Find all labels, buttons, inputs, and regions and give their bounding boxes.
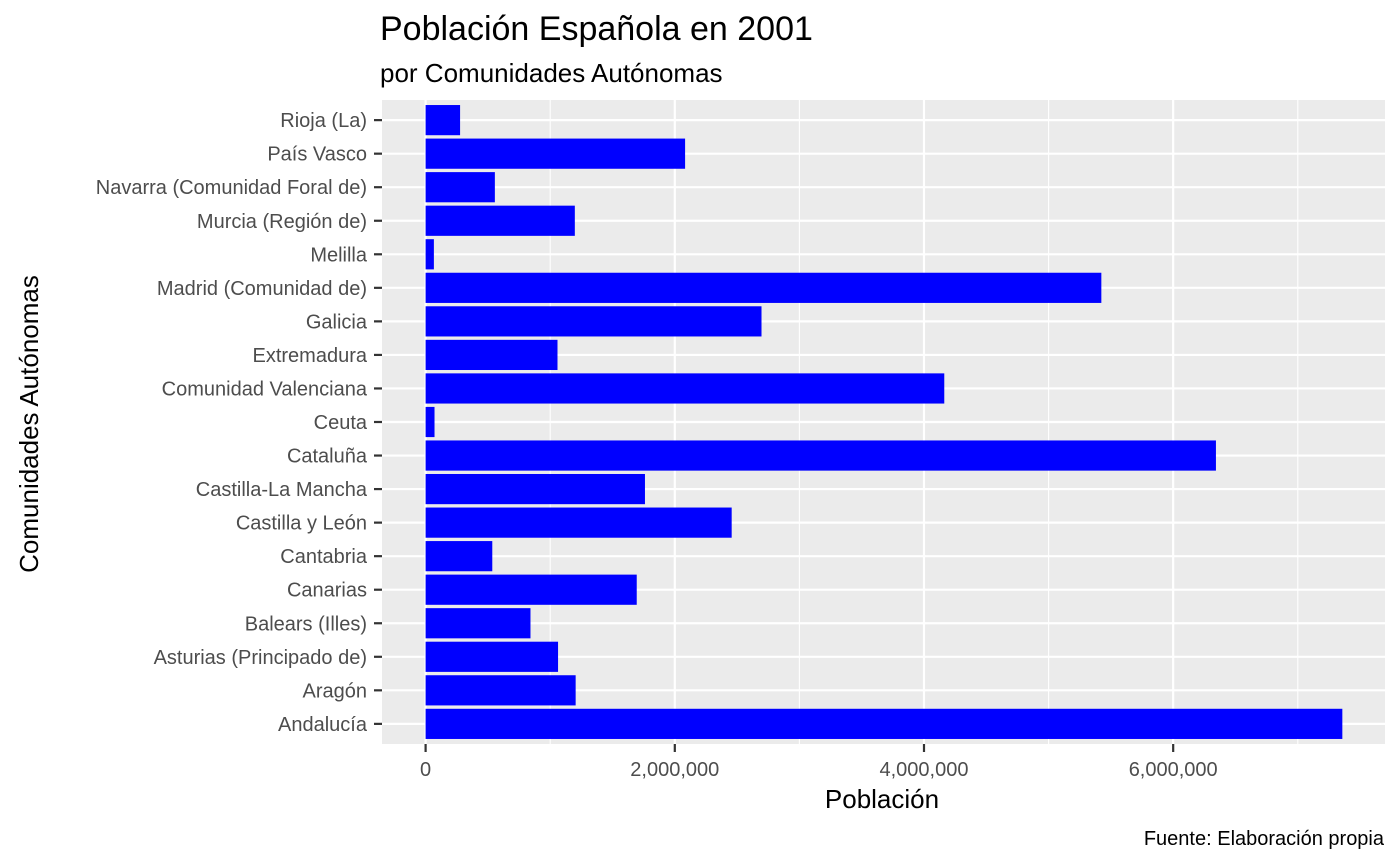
x-axis-title: Población — [825, 784, 939, 814]
y-tick-label: Melilla — [310, 244, 368, 266]
chart-title: Población Española en 2001 — [380, 10, 813, 48]
y-tick-label: Madrid (Comunidad de) — [157, 278, 367, 300]
bar — [425, 306, 762, 337]
y-tick-label: Castilla-La Mancha — [196, 479, 368, 501]
y-tick-label: Balears (Illes) — [245, 613, 367, 635]
y-axis-title: Comunidades Autónomas — [14, 275, 44, 573]
bar — [425, 440, 1216, 471]
y-tick-label: País Vasco — [267, 144, 367, 166]
bar — [425, 239, 434, 270]
y-tick-label: Extremadura — [253, 345, 368, 367]
y-tick-label: Ceuta — [314, 412, 368, 434]
y-tick-label: Castilla y León — [236, 513, 367, 535]
bar — [425, 272, 1102, 303]
bar — [425, 541, 493, 572]
y-tick-label: Cataluña — [287, 446, 368, 468]
y-tick-label: Andalucía — [278, 714, 368, 736]
y-tick-label: Cantabria — [280, 546, 368, 568]
bar — [425, 138, 686, 169]
y-tick-label: Canarias — [287, 580, 367, 602]
x-tick-label: 6,000,000 — [1129, 759, 1218, 781]
bar — [425, 105, 461, 136]
bar — [425, 675, 576, 706]
y-tick-label: Galicia — [306, 311, 368, 333]
bar — [425, 373, 945, 404]
bar — [425, 339, 558, 371]
y-tick-label: Rioja (La) — [280, 110, 367, 132]
bar — [425, 205, 575, 236]
bar — [425, 641, 559, 672]
y-tick-label: Comunidad Valenciana — [162, 378, 368, 400]
y-tick-label: Asturias (Principado de) — [154, 647, 367, 669]
x-tick-label: 4,000,000 — [880, 759, 969, 781]
bar — [425, 708, 1343, 739]
chart-subtitle: por Comunidades Autónomas — [380, 58, 723, 88]
bar — [425, 406, 435, 438]
bar — [425, 172, 495, 203]
bar — [425, 507, 732, 538]
y-tick-label: Aragón — [303, 680, 368, 702]
chart-caption: Fuente: Elaboración propia — [1144, 828, 1385, 850]
x-tick-label: 2,000,000 — [630, 759, 719, 781]
bar — [425, 574, 637, 605]
x-tick-label: 0 — [420, 759, 431, 781]
bar — [425, 473, 645, 505]
y-tick-label: Navarra (Comunidad Foral de) — [96, 177, 367, 199]
bar — [425, 608, 531, 639]
y-tick-label: Murcia (Región de) — [197, 211, 367, 233]
